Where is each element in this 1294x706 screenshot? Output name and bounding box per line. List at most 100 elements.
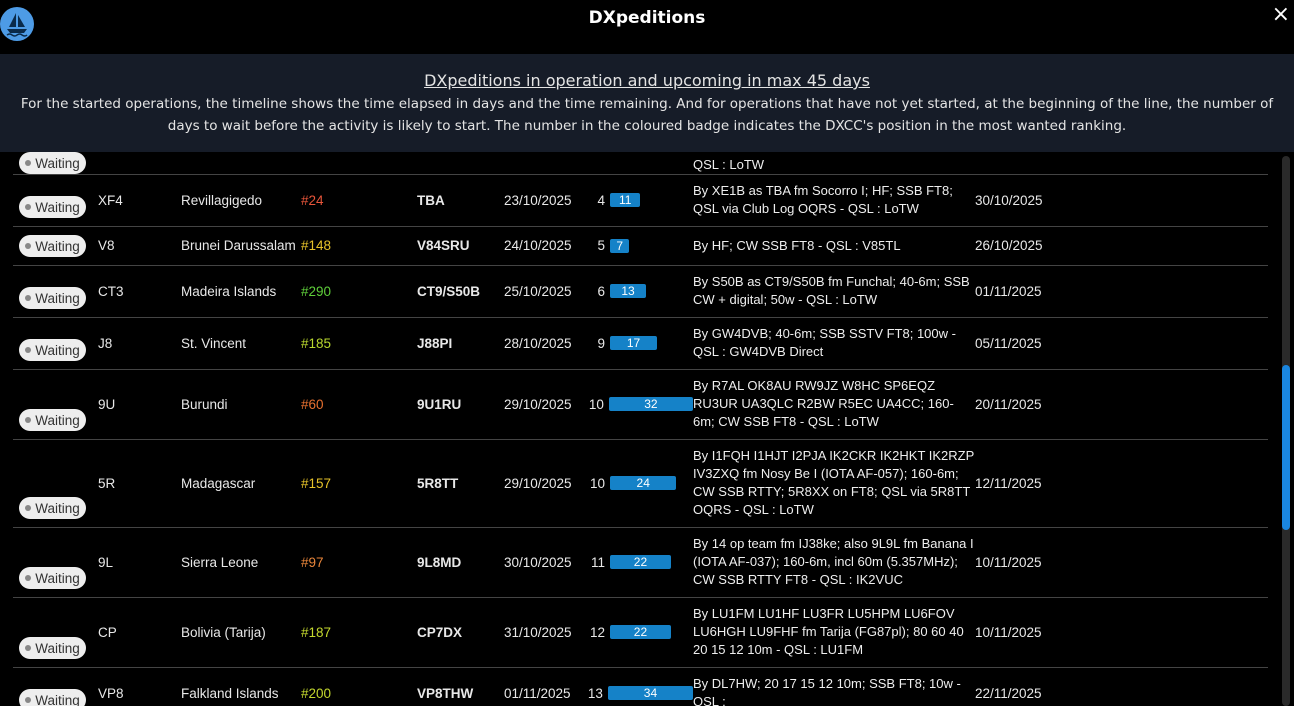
table-row[interactable]: Waiting CT3 Madeira Islands #290 CT9/S50B 25/… xyxy=(13,266,1268,318)
start-date: 31/10/2025 xyxy=(504,624,572,640)
notes: By R7AL OK8AU RW9JZ W8HC SP6EQZ RU3UR UA… xyxy=(693,378,954,429)
timeline: 9 17 xyxy=(583,336,693,351)
entity: St. Vincent xyxy=(181,335,247,351)
days-to-start: 11 xyxy=(590,554,605,570)
table-row[interactable]: Waiting VP8 Falkland Islands #200 VP8THW 01/1… xyxy=(13,668,1268,706)
duration-bar: 24 xyxy=(610,476,677,490)
end-date: 10/11/2025 xyxy=(975,624,1042,640)
callsign[interactable]: J88PI xyxy=(417,335,453,351)
duration-bar: 22 xyxy=(610,625,671,639)
days-to-start: 6 xyxy=(597,283,605,299)
notes: By DL7HW; 20 17 15 12 10m; SSB FT8; 10w … xyxy=(693,676,961,706)
entity: Bolivia (Tarija) xyxy=(181,624,266,640)
table-row[interactable]: Waiting V8 Brunei Darussalam #148 V84SRU 24/1… xyxy=(13,227,1268,266)
prefix: CP xyxy=(98,624,117,640)
days-to-start: 13 xyxy=(587,685,603,701)
status-badge: Waiting xyxy=(19,339,86,361)
start-date: 30/10/2025 xyxy=(504,554,572,570)
status-badge: Waiting xyxy=(19,637,86,659)
duration-bar: 17 xyxy=(610,336,658,350)
close-button[interactable]: × xyxy=(1271,2,1290,27)
callsign[interactable]: 5R8TT xyxy=(417,475,459,491)
prefix: 5R xyxy=(98,475,116,491)
days-to-start: 10 xyxy=(589,475,605,491)
status-badge: Waiting xyxy=(19,567,86,589)
callsign[interactable]: 9L8MD xyxy=(417,554,462,570)
callsign[interactable]: VP8THW xyxy=(417,685,474,701)
rank: #148 xyxy=(301,238,332,253)
callsign[interactable]: TBA xyxy=(417,192,445,208)
callsign[interactable]: CT9/S50B xyxy=(417,283,481,299)
timeline: 6 13 xyxy=(583,284,693,299)
prefix: 9U xyxy=(98,396,116,412)
rank: #60 xyxy=(301,396,324,412)
status-badge: Waiting xyxy=(19,235,86,257)
status-badge: Waiting xyxy=(19,689,86,706)
start-date: 24/10/2025 xyxy=(504,238,572,253)
duration-bar: 32 xyxy=(608,397,693,411)
table-row[interactable]: Waiting J8 St. Vincent #185 J88PI 28/10/2025 0… xyxy=(13,318,1268,370)
rank: #97 xyxy=(301,554,324,570)
end-date: 20/11/2025 xyxy=(975,396,1042,412)
table-row[interactable]: Waiting QSL : LoTW xyxy=(13,152,1268,175)
info-text: For the started operations, the timeline… xyxy=(20,96,1274,134)
status-badge: Waiting xyxy=(19,152,86,174)
callsign[interactable]: CP7DX xyxy=(417,624,463,640)
top-bar: DXpeditions × xyxy=(0,0,1294,54)
rank: #290 xyxy=(301,283,332,299)
entity: Revillagigedo xyxy=(181,192,263,208)
timeline: 13 34 xyxy=(583,686,693,701)
table-row[interactable]: Waiting 9L Sierra Leone #97 9L8MD 30/10/2025 1… xyxy=(13,528,1268,598)
table-row[interactable]: Waiting 5R Madagascar #157 5R8TT 29/10/2025 12… xyxy=(13,440,1268,528)
status-badge: Waiting xyxy=(19,409,86,431)
callsign[interactable]: V84SRU xyxy=(417,238,470,253)
end-date: 10/11/2025 xyxy=(975,554,1042,570)
rank: #185 xyxy=(301,335,332,351)
end-date: 05/11/2025 xyxy=(975,335,1042,351)
rank: #157 xyxy=(301,475,332,491)
days-to-start: 5 xyxy=(597,238,605,253)
prefix: CT3 xyxy=(98,283,124,299)
entity: Madeira Islands xyxy=(181,283,277,299)
end-date: 26/10/2025 xyxy=(975,238,1043,253)
days-to-start: 9 xyxy=(597,335,605,351)
start-date: 25/10/2025 xyxy=(504,283,572,299)
timeline: 12 22 xyxy=(583,625,693,640)
end-date: 12/11/2025 xyxy=(975,475,1042,491)
days-to-start: 12 xyxy=(589,624,605,640)
timeline: 10 24 xyxy=(583,476,693,491)
title: DXpeditions xyxy=(588,8,706,28)
table-row[interactable]: Waiting CP Bolivia (Tarija) #187 CP7DX 31/10/… xyxy=(13,598,1268,668)
entity: Madagascar xyxy=(181,475,256,491)
duration-bar: 11 xyxy=(610,193,641,207)
status-badge: Waiting xyxy=(19,287,86,309)
rank: #187 xyxy=(301,624,332,640)
prefix: V8 xyxy=(98,238,115,253)
start-date: 28/10/2025 xyxy=(504,335,572,351)
table-row[interactable]: Waiting 9U Burundi #60 9U1RU 29/10/2025 20/11/… xyxy=(13,370,1268,440)
start-date: 29/10/2025 xyxy=(504,475,572,491)
prefix: VP8 xyxy=(98,685,124,701)
notes: By HF; CW SSB FT8 - QSL : V85TL xyxy=(693,237,901,253)
callsign[interactable]: 9U1RU xyxy=(417,396,462,412)
entity: Sierra Leone xyxy=(181,554,259,570)
end-date: 01/11/2025 xyxy=(975,283,1042,299)
rank: #200 xyxy=(301,685,332,701)
start-date: 29/10/2025 xyxy=(504,396,572,412)
table-row[interactable]: Waiting XF4 Revillagigedo #24 TBA 23/10/2025 3… xyxy=(13,175,1268,227)
logo[interactable] xyxy=(0,6,36,42)
duration-bar: 22 xyxy=(610,555,671,569)
duration-bar: 34 xyxy=(607,686,693,700)
notes: By 14 op team fm IJ38ke; also 9L9L fm Ba… xyxy=(693,536,974,587)
scrollbar-thumb[interactable] xyxy=(1282,365,1290,530)
notes: QSL : LoTW xyxy=(693,157,765,172)
duration-bar: 7 xyxy=(610,238,630,253)
notes: By LU1FM LU1HF LU3FR LU5HPM LU6FOV LU6HG… xyxy=(693,606,964,657)
info-heading: DXpeditions in operation and upcoming in… xyxy=(424,71,870,90)
status-badge: Waiting xyxy=(19,196,86,218)
prefix: 9L xyxy=(98,554,114,570)
entity: Falkland Islands xyxy=(181,685,279,701)
entity: Brunei Darussalam xyxy=(181,238,296,253)
